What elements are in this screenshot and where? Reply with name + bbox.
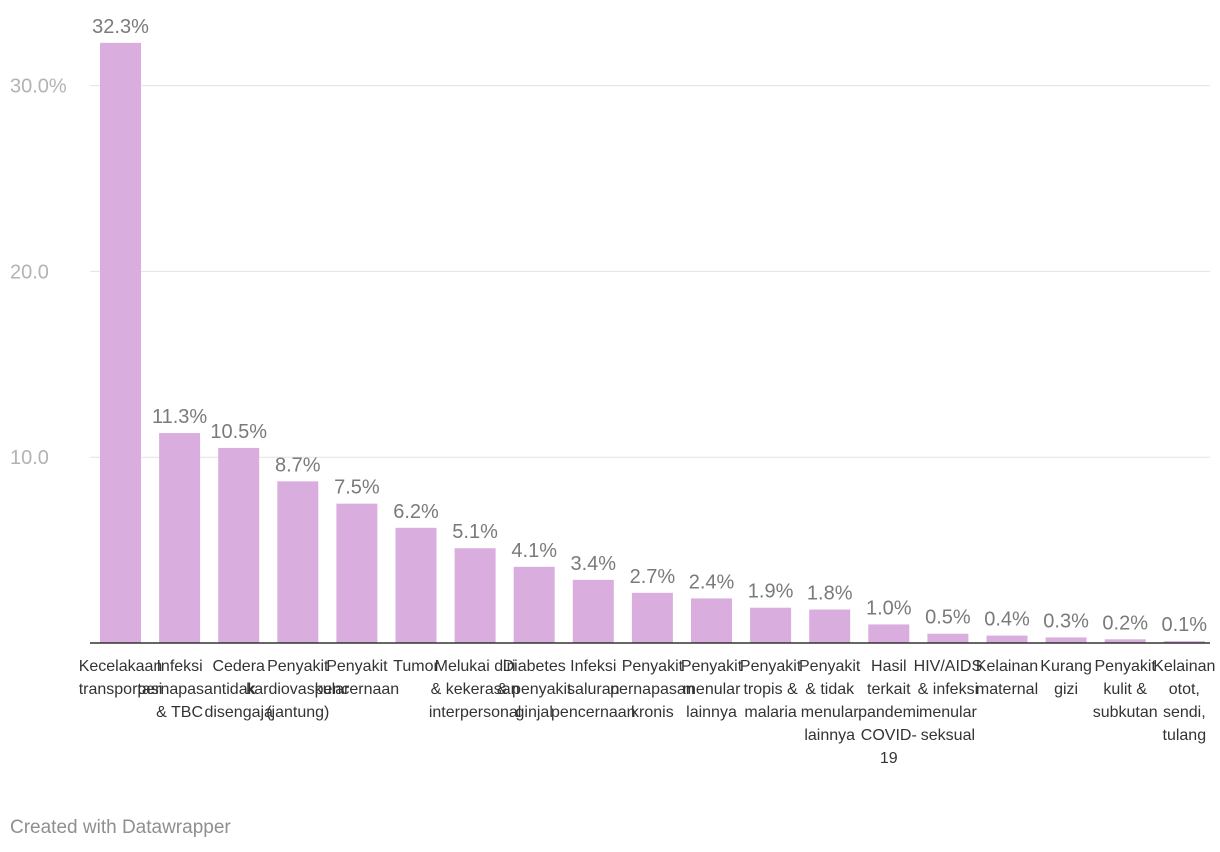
- bar: [454, 548, 496, 643]
- y-tick-label: 30.0%: [10, 76, 67, 98]
- bar: [868, 624, 910, 643]
- bar: [277, 481, 319, 643]
- category-label: Infeksi saluran pencernaan: [551, 658, 636, 721]
- bar-value-label: 2.4%: [689, 571, 735, 593]
- bar: [572, 579, 614, 643]
- category-label: Penyakit pencernaan: [315, 658, 400, 698]
- category-label: Kecelakaan transportasi: [79, 658, 163, 698]
- bar-value-label: 1.9%: [748, 581, 794, 603]
- bar-value-label: 3.4%: [571, 553, 617, 575]
- category-label: HIV/AIDS & infeksi menular seksual: [914, 658, 982, 744]
- bar: [691, 598, 732, 643]
- category-label: Melukai diri & kekerasan interpersonal: [429, 658, 522, 721]
- category-label: Kurang gizi: [1040, 658, 1092, 698]
- bar: [927, 633, 969, 643]
- y-tick-label: 20.0: [10, 261, 49, 283]
- bar-value-label: 10.5%: [210, 421, 267, 443]
- bar-value-label: 0.3%: [1043, 610, 1089, 632]
- gridlines: 10.0 20.0 30.0%: [10, 76, 1210, 469]
- bar-value-label: 32.3%: [92, 16, 149, 38]
- bars: [100, 42, 1205, 643]
- bar: [100, 42, 141, 643]
- bar-value-label: 11.3%: [152, 406, 207, 428]
- category-label: Penyakit kardiovaskular (jantung): [246, 658, 350, 721]
- category-label: Kelainan otot, sendi, tulang: [1153, 658, 1215, 744]
- category-label: Kelainan maternal: [976, 658, 1038, 698]
- bar: [1163, 641, 1205, 643]
- category-label: Diabetes & penyakit ginjal: [497, 658, 572, 721]
- bar-value-label: 1.8%: [807, 583, 853, 605]
- category-label: Cedera tidak disengaja: [204, 658, 273, 721]
- bar-value-label: 7.5%: [334, 477, 380, 499]
- category-label: Infeksi pernapasan & TBC: [137, 658, 222, 721]
- bar: [1045, 637, 1087, 643]
- bar-value-label: 0.1%: [1162, 614, 1208, 636]
- category-label: Penyakit pernapasan kronis: [610, 658, 695, 721]
- y-tick-label: 10.0: [10, 447, 49, 469]
- category-label: Penyakit & tidak menular lainnya: [799, 658, 861, 744]
- bar: [986, 635, 1028, 643]
- bar-value-label: 6.2%: [393, 501, 439, 523]
- bar-value-label: 4.1%: [511, 540, 557, 562]
- category-label: Penyakit tropis & malaria: [740, 658, 802, 721]
- bar: [336, 503, 378, 643]
- bar: [218, 447, 260, 643]
- category-label: Tumor: [393, 658, 439, 675]
- bar: [750, 607, 792, 643]
- bar: [809, 609, 851, 643]
- bar: [159, 433, 201, 643]
- category-label: Hasil terkait pandemi COVID-19: [858, 658, 919, 767]
- bar: [513, 566, 555, 643]
- bar-value-label: 0.4%: [984, 609, 1030, 631]
- category-label: Penyakit kulit & subkutan: [1093, 658, 1158, 721]
- credit-footer: Created with Datawrapper: [10, 817, 231, 838]
- bar-value-label: 1.0%: [866, 597, 912, 619]
- bar-value-label: 8.7%: [275, 454, 321, 476]
- bar: [395, 527, 437, 643]
- bar-value-label: 2.7%: [630, 566, 676, 588]
- category-label: Penyakit menular lainnya: [681, 658, 743, 721]
- bar: [631, 592, 673, 643]
- bar-chart: 10.0 20.0 30.0% 32.3% 11.3%10.5% 8.7% 7.5% 6.2…: [10, 16, 1216, 767]
- bar-value-label: 5.1%: [452, 521, 498, 543]
- bar-value-label: 0.5%: [925, 607, 971, 629]
- bar: [1104, 639, 1146, 643]
- bar-value-label: 0.2%: [1102, 612, 1148, 634]
- value-labels: 32.3% 11.3%10.5% 8.7% 7.5% 6.2% 5.1% 4.1% 3.4% 2…: [92, 16, 1207, 636]
